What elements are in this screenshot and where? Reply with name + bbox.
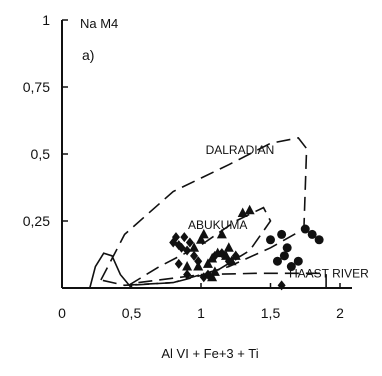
- data-point-triangle: [244, 204, 255, 215]
- data-point-circle: [277, 229, 287, 239]
- data-point-diamond: [183, 269, 192, 280]
- data-point-circle: [300, 224, 310, 234]
- data-point-triangle: [193, 261, 204, 271]
- data-point-circle: [272, 256, 282, 266]
- data-point-circle: [286, 262, 296, 272]
- y-tick-label: 0,25: [23, 213, 50, 229]
- data-point-circle: [314, 235, 324, 245]
- data-point-circle: [282, 243, 292, 253]
- y-tick-label: 1: [42, 12, 50, 28]
- data-point-triangle: [212, 247, 223, 258]
- data-point-triangle: [182, 261, 193, 271]
- data-point-triangle: [221, 250, 232, 260]
- data-point-diamond: [185, 237, 194, 248]
- data-point-triangle: [226, 255, 237, 266]
- data-point-triangle: [207, 271, 218, 282]
- data-point-triangle: [207, 253, 218, 263]
- region-label: DALRADIAN: [206, 143, 275, 157]
- data-point-diamond: [180, 232, 189, 243]
- data-point-triangle: [216, 228, 227, 239]
- y-axis-title: Na M4: [80, 16, 118, 31]
- y-ticks: 0,25 0,5 0,75 1: [23, 12, 68, 229]
- data-point-triangle: [198, 228, 209, 239]
- panel-label: a): [82, 47, 94, 63]
- y-tick-label: 0,75: [23, 79, 50, 95]
- x-ticks: 0 0,5 1 1,5 2: [58, 283, 344, 321]
- data-points: [169, 204, 324, 291]
- data-point-circle: [293, 256, 303, 266]
- region-label: HAAST RIVER: [289, 266, 369, 280]
- data-point-triangle: [230, 250, 241, 260]
- data-point-triangle: [189, 242, 200, 252]
- data-point-circle: [266, 235, 275, 245]
- data-point-diamond: [183, 245, 192, 256]
- x-tick-label: 2: [336, 305, 344, 321]
- data-point-circle: [307, 229, 317, 239]
- data-point-diamond: [190, 250, 199, 261]
- data-point-triangle: [196, 234, 206, 244]
- data-point-triangle: [237, 207, 248, 217]
- region-label: ABUKUMA: [188, 218, 247, 232]
- y-tick-label: 0,5: [31, 146, 51, 162]
- data-point-diamond: [174, 258, 183, 269]
- region-labels: DALRADIAN ABUKUMA HAAST RIVER: [188, 143, 369, 280]
- data-point-circle: [279, 251, 289, 261]
- region-outline: [89, 252, 133, 289]
- data-point-diamond: [171, 232, 180, 243]
- x-axis-title: Al VI + Fe+3 + Ti: [161, 346, 258, 361]
- data-point-triangle: [223, 242, 234, 252]
- x-tick-label: 1: [197, 305, 205, 321]
- x-tick-label: 0,5: [122, 305, 142, 321]
- x-tick-label: 1,5: [261, 305, 281, 321]
- data-point-diamond: [277, 280, 286, 291]
- x-tick-label: 0: [58, 305, 66, 321]
- data-point-triangle: [202, 258, 213, 268]
- region-outline: [100, 137, 308, 287]
